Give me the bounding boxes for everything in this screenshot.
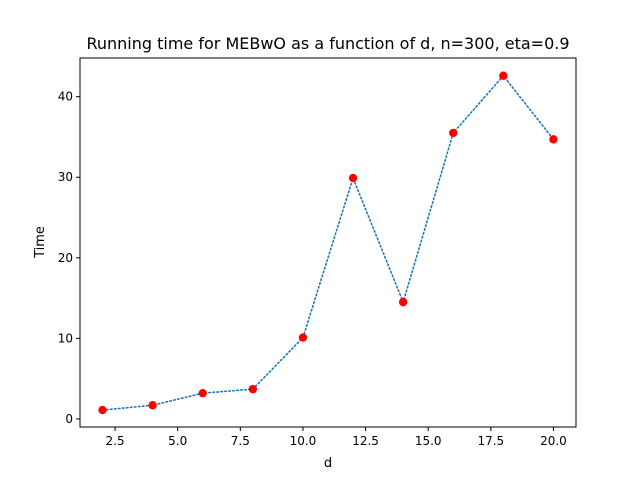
- x-tick-label: 7.5: [231, 434, 250, 448]
- y-tick-label: 30: [58, 170, 73, 184]
- plot-frame: [79, 57, 577, 428]
- data-point: [449, 128, 458, 138]
- y-axis-label: Time: [33, 226, 48, 259]
- x-tick-label: 12.5: [352, 434, 379, 448]
- data-point: [148, 401, 157, 410]
- x-tick-label: 17.5: [477, 434, 504, 448]
- data-point: [198, 388, 207, 398]
- y-tick-label: 40: [58, 90, 73, 104]
- y-tick-label: 10: [58, 331, 73, 345]
- x-tick-label: 2.5: [106, 434, 125, 448]
- x-axis-label: d: [324, 456, 332, 471]
- chart-title: Running time for MEBwO as a function of …: [86, 34, 569, 53]
- x-axis: 2.5 5.0 7.5 10.0 12.5 15.0 17.5 20.0: [106, 427, 567, 448]
- data-point: [298, 333, 308, 342]
- data-point: [499, 71, 508, 80]
- x-tick-label: 15.0: [415, 434, 442, 448]
- data-point: [248, 384, 258, 394]
- x-tick-label: 20.0: [540, 434, 567, 448]
- data-point: [549, 135, 558, 144]
- data-point: [98, 405, 107, 415]
- x-tick-label: 10.0: [290, 434, 317, 448]
- data-point: [398, 297, 408, 307]
- y-tick-label: 0: [65, 412, 73, 426]
- data-point: [348, 173, 358, 183]
- y-tick-label: 20: [58, 251, 73, 265]
- x-tick-label: 5.0: [168, 434, 187, 448]
- y-axis: 0 10 20 30 40: [58, 90, 80, 426]
- plot-area: [98, 71, 558, 415]
- series-line: [101, 74, 555, 411]
